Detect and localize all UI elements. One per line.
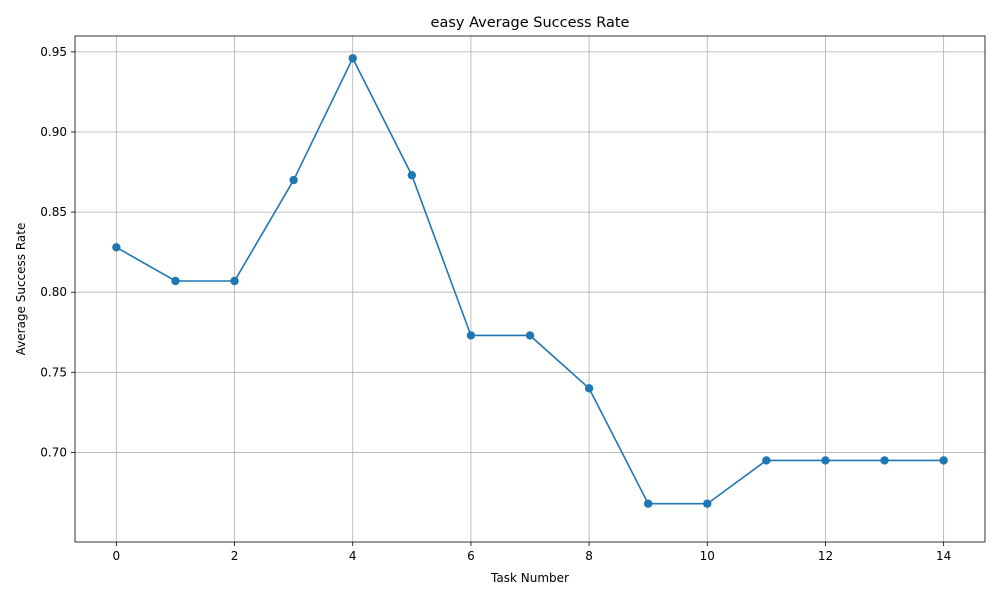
series-line: [115, 56, 944, 505]
data-point: [348, 54, 357, 63]
y-tick-label: 0.85: [40, 205, 67, 219]
data-point: [762, 456, 771, 465]
x-tick-label: 0: [113, 549, 121, 563]
data-point: [821, 456, 830, 465]
data-point: [880, 456, 889, 465]
y-tick-label: 0.95: [40, 45, 67, 59]
y-tick-label: 0.75: [40, 365, 67, 379]
x-tick-label: 2: [231, 549, 239, 563]
data-point: [407, 171, 417, 180]
data-point: [230, 276, 239, 286]
data-point: [289, 175, 298, 185]
y-tick-label: 0.80: [40, 285, 67, 299]
data-point: [703, 499, 712, 508]
x-axis-label: Task Number: [490, 571, 569, 585]
y-tick-label: 0.70: [40, 445, 67, 459]
x-tick-label: 8: [585, 549, 593, 563]
chart-title: easy Average Success Rate: [431, 15, 630, 31]
x-tick-label: 12: [818, 549, 833, 563]
data-point: [939, 456, 948, 465]
plot-frame: [74, 35, 986, 543]
axis-ticks: 0 2 4 6 8 10 12 14 0.70 0.75 0.80 0.85 0.90 0.95: [40, 45, 951, 563]
x-tick-label: 6: [467, 549, 475, 563]
data-point: [171, 276, 180, 286]
data-point: [112, 243, 121, 252]
data-point: [643, 499, 653, 508]
x-tick-label: 10: [700, 549, 715, 563]
data-point: [525, 331, 535, 340]
series-layer: [112, 54, 948, 508]
x-tick-label: 14: [936, 549, 951, 563]
grid: [75, 36, 985, 542]
data-point: [584, 384, 594, 393]
data-point: [466, 331, 476, 340]
y-tick-label: 0.90: [40, 125, 67, 139]
y-axis-label: Average Success Rate: [14, 223, 28, 356]
x-tick-label: 4: [349, 549, 357, 563]
